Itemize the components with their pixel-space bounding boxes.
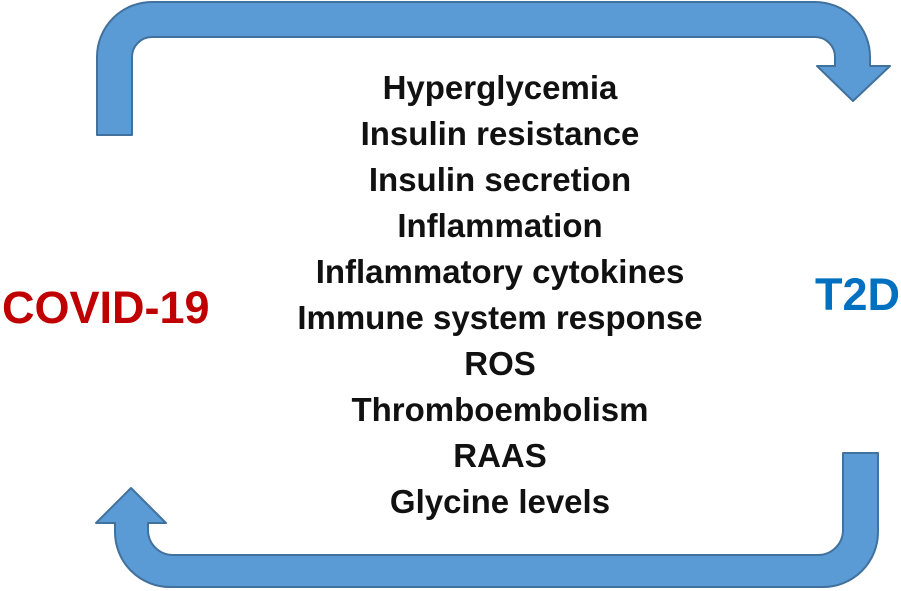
mechanism-item: Insulin resistance [360,115,640,152]
mechanism-item: Inflammation [397,207,603,244]
mechanism-item: RAAS [453,437,547,474]
covid19-label: COVID-19 [2,282,210,333]
mechanism-item: Insulin secretion [368,161,632,198]
mechanism-item: Immune system response [297,299,703,336]
mechanism-item: Thromboembolism [351,391,649,428]
mechanism-item: ROS [464,345,536,382]
mechanism-list: Hyperglycemia Insulin resistance Insulin… [250,65,750,525]
covid-to-t2d-arrow-icon [96,1,891,136]
mechanism-item: Inflammatory cytokines [315,253,685,290]
mechanism-item: Hyperglycemia [382,69,618,106]
t2d-to-covid-arrow-icon [95,452,879,588]
t2d-label: T2D [814,269,900,320]
mechanism-item: Glycine levels [389,483,611,520]
